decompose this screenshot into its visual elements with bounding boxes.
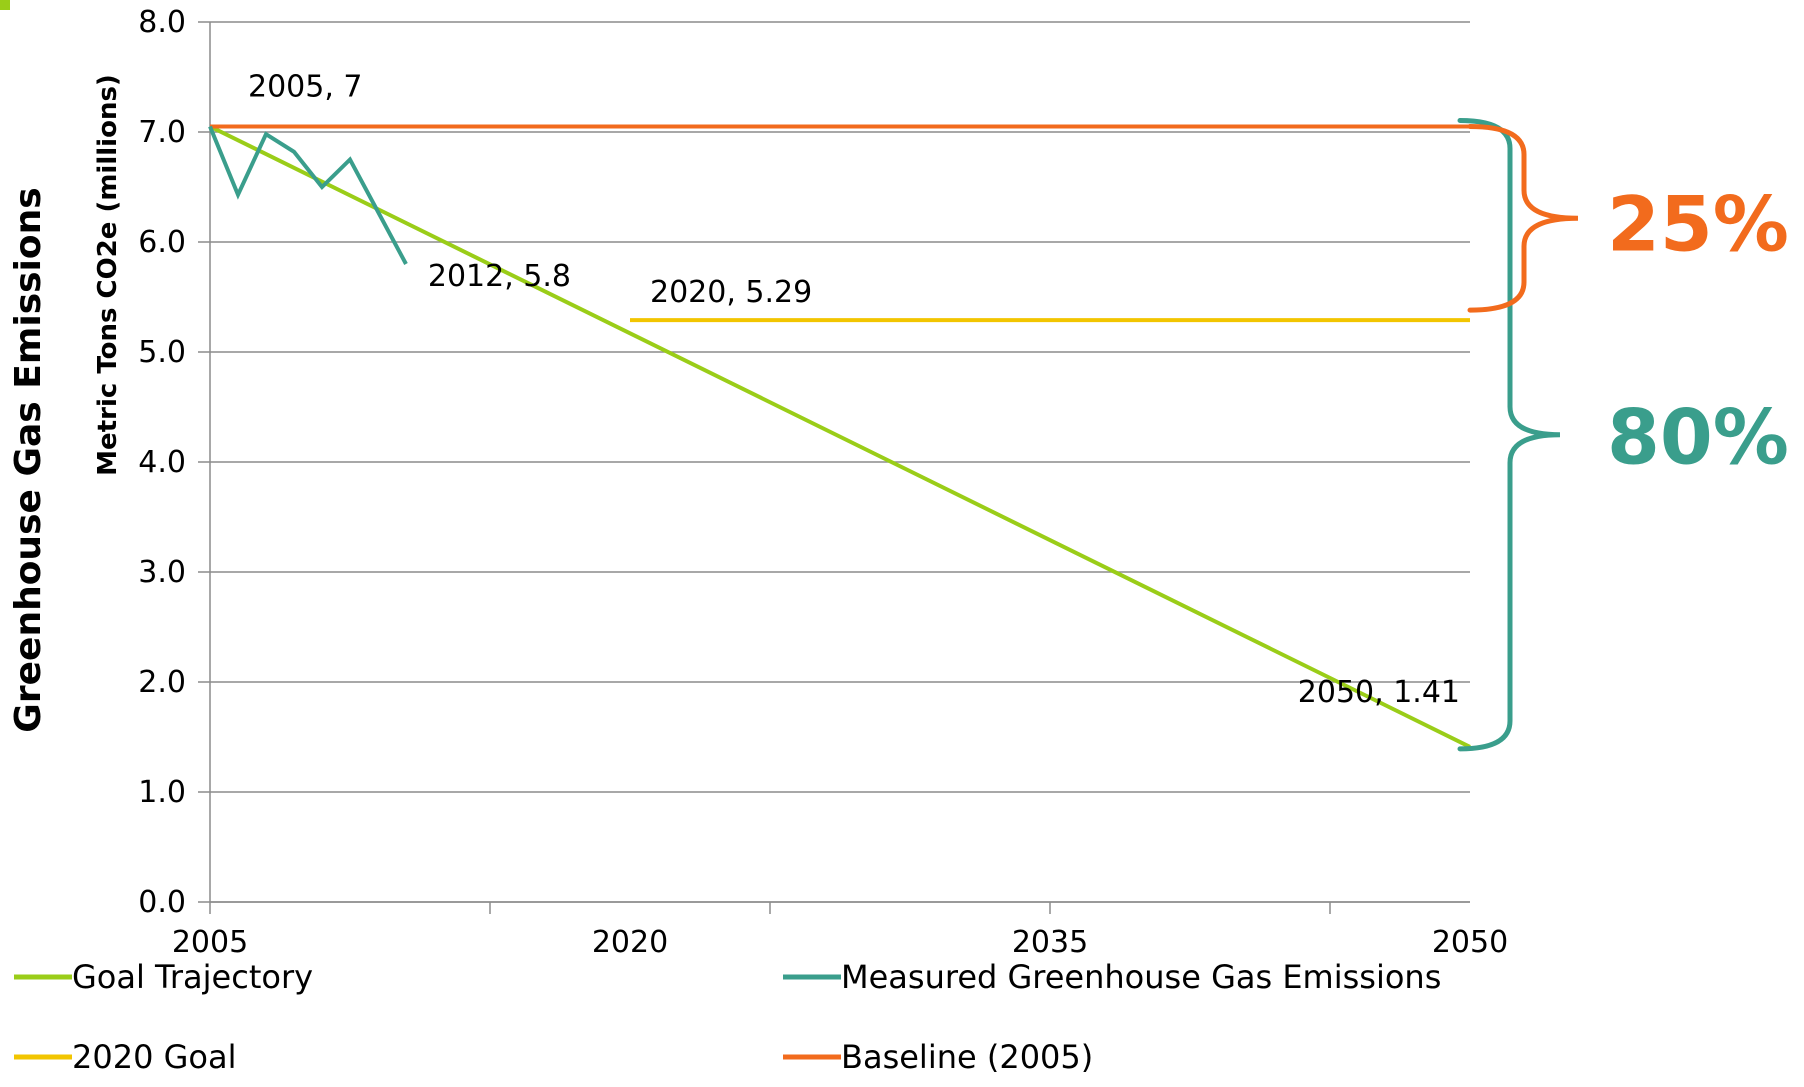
y-tick-label: 0.0 — [138, 885, 186, 920]
x-tick-label: 2005 — [172, 925, 248, 960]
series-layer — [208, 124, 1471, 749]
y-tick-label: 8.0 — [138, 5, 186, 40]
legend-label: Baseline (2005) — [841, 1038, 1093, 1076]
x-tick-labels: 2005 2020 2035 2050 — [172, 925, 1508, 960]
y-tick-labels: 0.0 1.0 2.0 3.0 4.0 5.0 6.0 7.0 8.0 — [138, 5, 186, 920]
y-axis-title: Greenhouse Gas Emissions — [8, 187, 49, 732]
reduction-25-label: 25% — [1607, 179, 1789, 268]
y-tick-label: 4.0 — [138, 445, 186, 480]
y-tick-label: 6.0 — [138, 225, 186, 260]
y-tick-label: 7.0 — [138, 115, 186, 150]
axes — [209, 22, 1470, 914]
brace-80 — [1457, 118, 1561, 752]
x-tick-label: 2050 — [1432, 925, 1508, 960]
y-axis-subtitle: Metric Tons CO2e (millions) — [93, 74, 123, 476]
legend-label: Measured Greenhouse Gas Emissions — [841, 958, 1441, 996]
data-label: 2020, 5.29 — [650, 275, 812, 310]
legend: Goal Trajectory Measured Greenhouse Gas E… — [14, 958, 1441, 1076]
data-label: 2012, 5.8 — [428, 259, 571, 294]
gridlines — [198, 21, 1470, 903]
reduction-80-label: 80% — [1607, 393, 1789, 482]
data-labels: 2005, 7 2012, 5.8 2020, 5.29 2050, 1.41 — [248, 70, 1460, 710]
corner-accent — [0, 0, 10, 10]
y-tick-label: 1.0 — [138, 775, 186, 810]
y-tick-label: 3.0 — [138, 555, 186, 590]
x-tick-label: 2035 — [1012, 925, 1088, 960]
legend-label: Goal Trajectory — [72, 958, 313, 996]
reduction-braces: 25% 80% — [1457, 118, 1789, 752]
y-tick-label: 5.0 — [138, 335, 186, 370]
brace-25 — [1467, 124, 1579, 313]
data-label: 2050, 1.41 — [1298, 675, 1460, 710]
x-tick-label: 2020 — [592, 925, 668, 960]
legend-label: 2020 Goal — [72, 1038, 236, 1076]
series-line-goal-trajectory — [209, 124, 1471, 749]
y-tick-label: 2.0 — [138, 665, 186, 700]
data-label: 2005, 7 — [248, 70, 363, 105]
series-line-measured-greenhouse-gas-emissions — [208, 125, 408, 265]
